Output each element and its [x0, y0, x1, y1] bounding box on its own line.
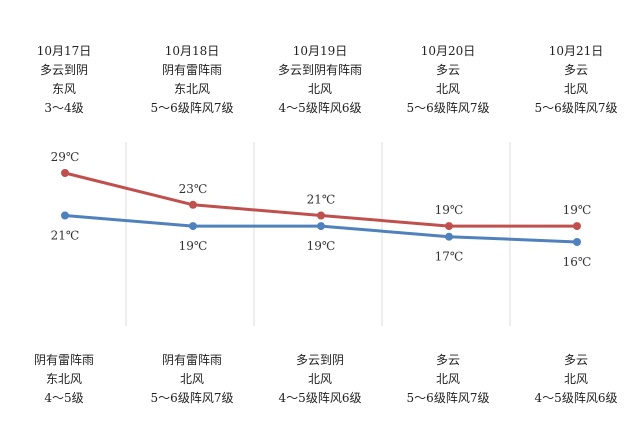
- day-wind-level: 4～5级阵风6级: [278, 101, 362, 115]
- night-wind-level: 4～5级阵风6级: [278, 391, 362, 405]
- day-wind-direction: 北风: [435, 82, 460, 96]
- day-weather: 阴有雷阵雨: [161, 63, 222, 77]
- night-wind-level: 4～5级阵风6级: [534, 391, 618, 405]
- night-wind-direction: 东北风: [45, 372, 82, 386]
- high-temperature-label: 29℃: [51, 150, 80, 164]
- night-weather: 阴有雷阵雨: [161, 353, 222, 367]
- date-label: 10月19日: [292, 44, 348, 58]
- night-column-5: 多云 北风 4～5级阵风6级: [512, 351, 640, 408]
- high-temperature-label: 21℃: [307, 193, 336, 207]
- high-temperature-point: [573, 222, 581, 231]
- date-label: 10月20日: [420, 44, 476, 58]
- low-temperature-label: 16℃: [563, 255, 592, 269]
- day-wind-direction: 北风: [307, 82, 332, 96]
- night-wind-direction: 北风: [435, 372, 460, 386]
- day-column-2: 10月18日 阴有雷阵雨 东北风 5～6级阵风7级: [128, 42, 256, 118]
- high-temperature-point: [61, 169, 69, 177]
- date-label: 10月18日: [164, 44, 220, 58]
- low-temperature-label: 21℃: [51, 229, 80, 243]
- low-temperature-label: 17℃: [435, 250, 464, 264]
- day-wind-level: 5～6级阵风7级: [534, 101, 618, 115]
- night-weather: 多云到阴: [295, 353, 344, 367]
- night-wind-level: 5～6级阵风7级: [406, 391, 490, 405]
- night-weather: 多云: [563, 353, 588, 367]
- day-column-5: 10月21日 多云 北风 5～6级阵风7级: [512, 42, 640, 118]
- day-weather: 多云: [435, 63, 460, 77]
- high-temperature-point: [189, 200, 197, 209]
- night-column-3: 多云到阴 北风 4～5级阵风6级: [256, 351, 384, 408]
- high-temperature-point: [445, 222, 453, 231]
- day-weather: 多云到阴: [39, 63, 88, 77]
- day-wind-direction: 东风: [51, 82, 76, 96]
- night-weather: 阴有雷阵雨: [33, 353, 94, 367]
- night-wind-level: 4～5级: [44, 391, 84, 405]
- low-temperature-point: [61, 211, 69, 220]
- high-temperature-label: 19℃: [435, 203, 464, 217]
- low-temperature-label: 19℃: [307, 239, 336, 253]
- low-temperature-point: [189, 222, 197, 231]
- low-temperature-point: [573, 238, 581, 246]
- day-wind-level: 3～4级: [44, 101, 84, 115]
- night-wind-level: 5～6级阵风7级: [150, 391, 234, 405]
- high-temperature-label: 23℃: [179, 182, 208, 196]
- high-temperature-label: 19℃: [563, 203, 592, 217]
- date-label: 10月17日: [36, 44, 92, 58]
- night-wind-direction: 北风: [563, 372, 588, 386]
- low-temperature-label: 19℃: [179, 239, 208, 253]
- day-weather: 多云: [563, 63, 588, 77]
- day-wind-level: 5～6级阵风7级: [406, 101, 490, 115]
- low-temperature-point: [445, 232, 453, 241]
- day-wind-direction: 北风: [563, 82, 588, 96]
- night-column-1: 阴有雷阵雨 东北风 4～5级: [0, 351, 128, 408]
- day-wind-direction: 东北风: [173, 82, 210, 96]
- night-wind-direction: 北风: [307, 372, 332, 386]
- night-wind-direction: 北风: [179, 372, 204, 386]
- night-column-2: 阴有雷阵雨 北风 5～6级阵风7级: [128, 351, 256, 408]
- day-wind-level: 5～6级阵风7级: [150, 101, 234, 115]
- night-weather: 多云: [435, 353, 460, 367]
- date-label: 10月21日: [548, 44, 604, 58]
- day-weather: 多云到阴有阵雨: [277, 63, 362, 77]
- day-column-4: 10月20日 多云 北风 5～6级阵风7级: [384, 42, 512, 118]
- high-temperature-point: [317, 211, 325, 220]
- day-column-1: 10月17日 多云到阴 东风 3～4级: [0, 42, 128, 118]
- day-column-3: 10月19日 多云到阴有阵雨 北风 4～5级阵风6级: [256, 42, 384, 118]
- night-column-4: 多云 北风 5～6级阵风7级: [384, 351, 512, 408]
- low-temperature-point: [317, 222, 325, 231]
